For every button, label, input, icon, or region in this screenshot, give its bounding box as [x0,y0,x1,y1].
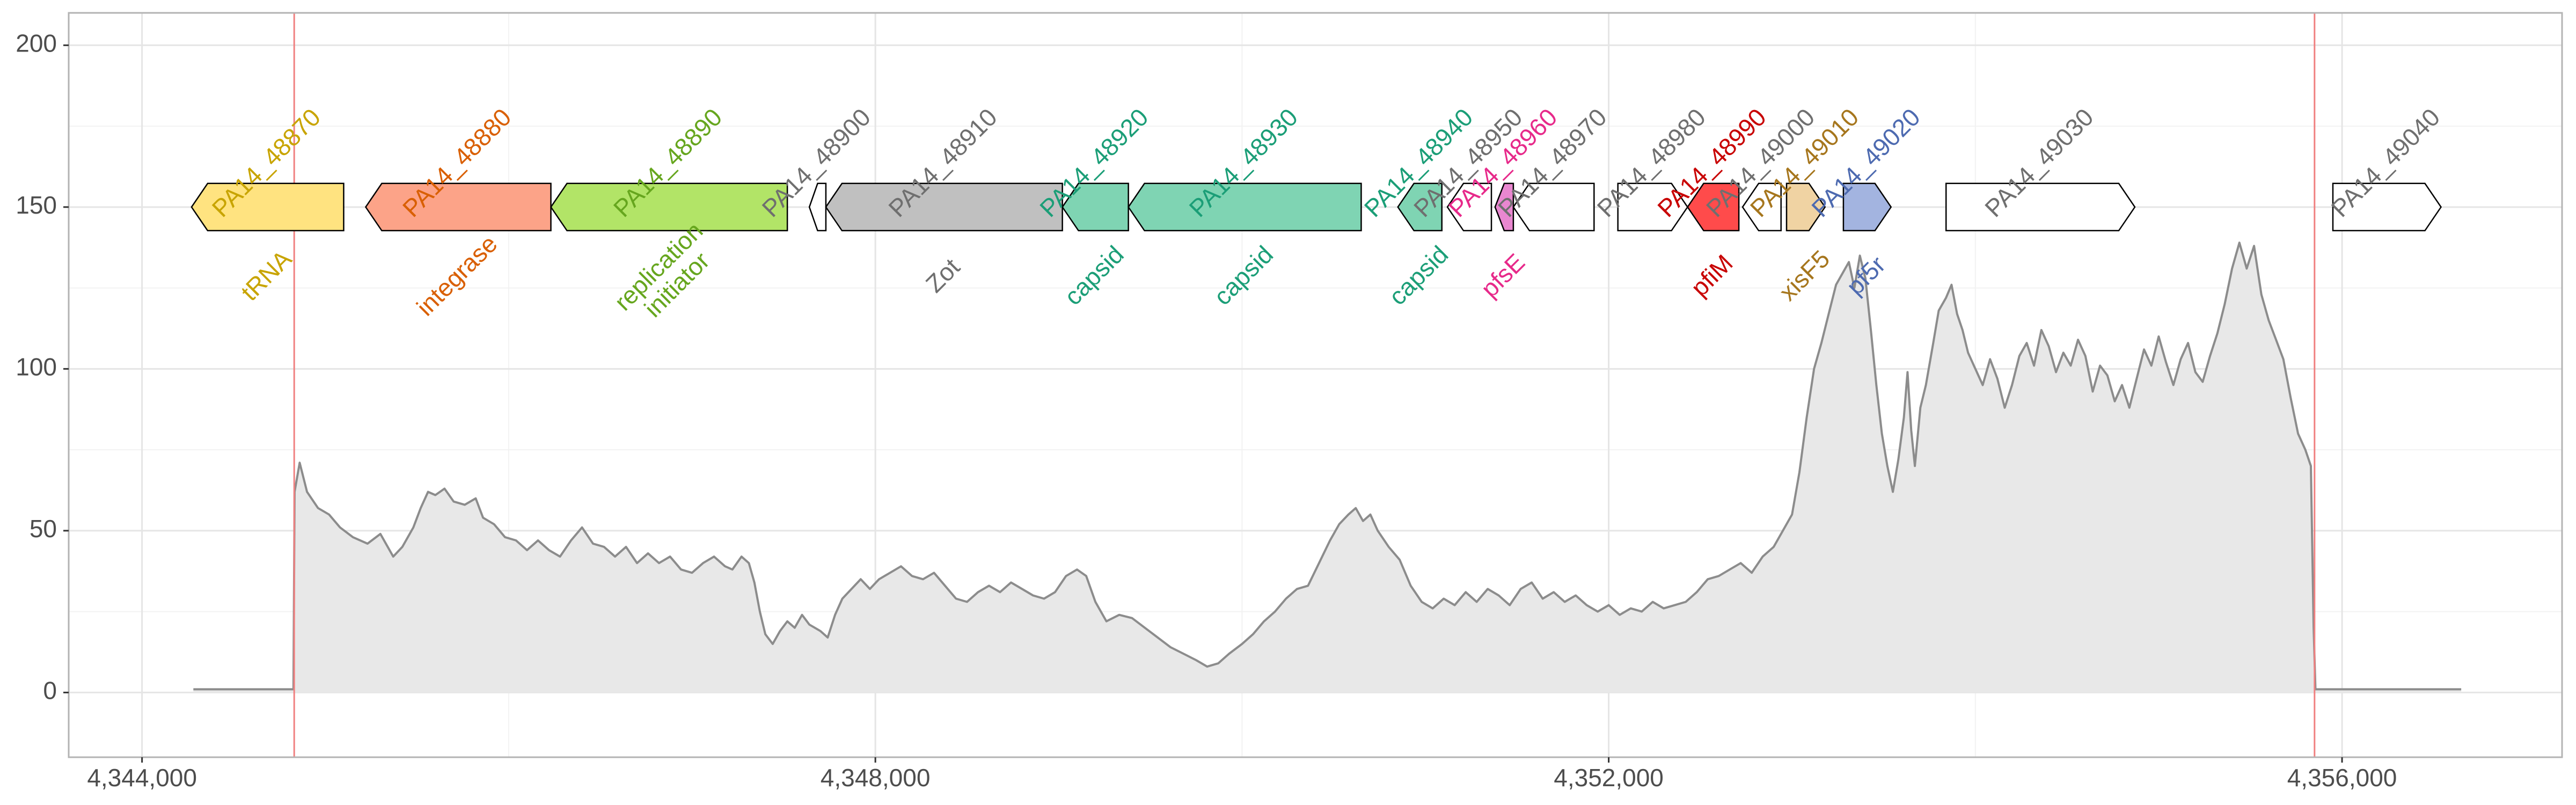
gene-arrow [1686,182,1740,232]
gene-arrow [1397,182,1443,232]
x-tick-label: 4,356,000 [2287,764,2397,792]
coverage-line [193,241,2462,691]
gene-arrow [364,182,552,232]
axis-labels: 4,344,000 4,348,000 4,352,000 4,356,000 0 50 1… [16,29,2397,792]
gene-arrow [1842,182,1892,232]
gene-arrow [191,182,345,232]
y-tick-label: 100 [16,353,57,381]
coverage-track [193,241,2462,693]
gene-arrow [550,182,788,232]
y-tick-label: 0 [43,677,57,705]
x-tick-label: 4,352,000 [1554,764,1664,792]
x-tick-label: 4,344,000 [87,764,197,792]
gene-arrow [1494,182,1514,232]
gene-arrow [1741,182,1782,232]
boundary-lines [293,13,2316,757]
y-tick-label: 50 [30,515,57,543]
gene-arrow [1512,182,1595,232]
y-tick-label: 150 [16,191,57,219]
gene-arrow [1128,182,1362,232]
gene-arrow [1945,182,2136,232]
y-tick-label: 200 [16,29,57,57]
gene-arrow [1617,182,1689,232]
plot-panel-border [68,12,2563,758]
gene-arrow [1446,182,1492,232]
gene-arrow [808,182,827,232]
gene-arrow [1785,182,1826,232]
x-tick-label: 4,348,000 [821,764,931,792]
gene-arrow [825,182,1063,232]
gene-arrow [1062,182,1129,232]
gene-arrow [2332,182,2442,232]
coverage-area [193,243,2462,693]
